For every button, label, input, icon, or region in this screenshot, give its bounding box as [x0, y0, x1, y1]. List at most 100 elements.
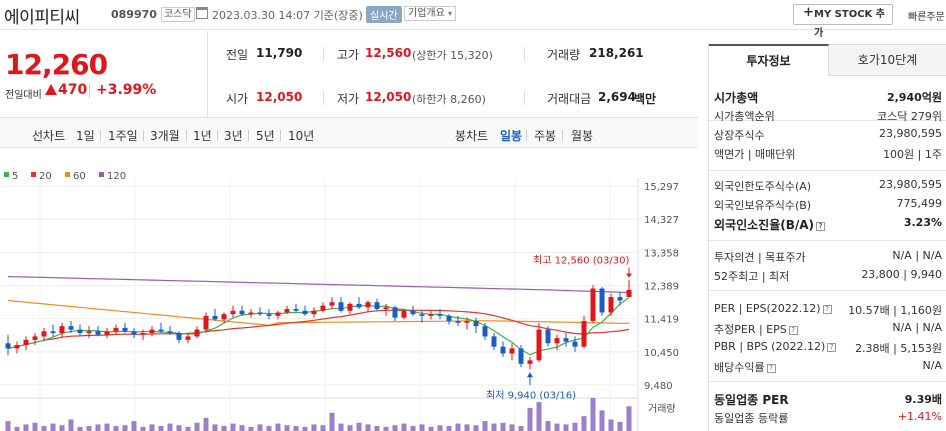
help-icon[interactable]: ?: [788, 326, 798, 335]
stock-name: 에이피티씨: [4, 8, 80, 28]
info-row-value: N/A | N/A: [892, 249, 942, 262]
add-mystock-button[interactable]: MY STOCK 추가: [793, 4, 893, 39]
volume-bar: [419, 424, 425, 431]
period-1y[interactable]: 1년: [193, 129, 212, 143]
volume-bar: [473, 425, 479, 431]
candle-body: [545, 329, 551, 344]
info-row-label-text: PBR | BPS (2022.12): [714, 340, 826, 353]
volume-bar: [302, 426, 308, 431]
legend-label: 120: [107, 171, 126, 182]
candle-body: [383, 307, 389, 310]
info-row-value: 100원 | 1주: [883, 148, 942, 161]
candle-body: [158, 329, 164, 332]
volume-bar: [311, 424, 317, 431]
legend-label: 20: [39, 171, 52, 182]
min-price-annotation: 최저 9,940 (03/16): [486, 389, 576, 401]
info-row-value: 23,800 | 9,940: [861, 268, 942, 281]
volume-bar: [545, 421, 551, 431]
change-amount: 470: [58, 82, 88, 98]
period-1w[interactable]: 1주일: [108, 129, 138, 143]
period-5y[interactable]: 5년: [256, 129, 275, 143]
y-tick-label: 11,419: [644, 315, 679, 326]
candle-body: [563, 338, 569, 342]
help-icon[interactable]: ?: [827, 343, 837, 352]
volume-bar: [518, 426, 524, 431]
stock-header: [0, 0, 946, 30]
candle-body: [104, 331, 110, 335]
legend-swatch: [31, 172, 36, 177]
period-3m[interactable]: 3개월: [150, 129, 180, 143]
candle-monthly[interactable]: 월봉: [571, 129, 594, 143]
help-icon[interactable]: ?: [766, 364, 776, 373]
max-arrow-head: [626, 273, 632, 278]
change-percent: +3.99%: [96, 82, 157, 98]
legend-swatch: [65, 172, 70, 177]
volume-bar: [239, 425, 245, 431]
volume-bar: [554, 423, 560, 431]
period-toolbar: [0, 118, 698, 148]
volume-bar: [59, 425, 65, 431]
y-tick-label: 13,358: [644, 248, 679, 259]
info-row-label: 외국인보유주식수(B): [714, 197, 811, 213]
quick-order-link[interactable]: 빠른주문: [908, 12, 945, 23]
candle-body: [338, 302, 344, 311]
volume-axis-label: 거래량: [648, 403, 676, 415]
info-row-label-text: 외국인소진율(B/A): [714, 218, 815, 232]
divider: [709, 120, 946, 121]
divider: [89, 84, 90, 98]
realtime-badge[interactable]: 실시간: [366, 6, 402, 23]
divider: [709, 240, 946, 241]
volume-bar: [320, 425, 326, 431]
candle-body: [203, 315, 209, 330]
prev-close-value: 11,790: [256, 46, 303, 60]
prev-close-label: 전일: [226, 48, 249, 62]
volume-bar: [122, 425, 128, 431]
info-row-value: 23,980,595: [879, 178, 942, 191]
volume-label: 거래량: [547, 48, 581, 62]
volume-bar: [293, 426, 299, 431]
low-value: 12,050: [365, 90, 412, 104]
price-chart[interactable]: 15,297 14,327 13,358 12,389 11,419 10,450 9,48…: [0, 150, 698, 431]
candle-body: [212, 315, 218, 320]
candle-body: [455, 321, 461, 323]
volume-bar: [455, 423, 461, 431]
candle-body: [59, 326, 65, 334]
volume-bar: [14, 426, 20, 431]
candle-body: [293, 309, 299, 311]
volume-bar: [572, 422, 578, 431]
info-row-label-text: 액면가 | 매매단위: [714, 148, 796, 161]
candle-body: [95, 331, 101, 335]
volume-bar: [212, 424, 218, 431]
info-row-value: 775,499: [896, 197, 943, 210]
help-icon[interactable]: ?: [822, 305, 832, 314]
candle-weekly[interactable]: 주봉: [534, 129, 557, 143]
tab-order-book[interactable]: 호가10단계: [829, 44, 946, 76]
period-10y[interactable]: 10년: [288, 129, 315, 143]
period-3y[interactable]: 3년: [224, 129, 243, 143]
candle-body: [284, 309, 290, 313]
volume-bar: [131, 421, 137, 431]
company-overview-label: 기업개요: [408, 8, 445, 19]
volume-bar: [356, 422, 362, 431]
info-row-label: 투자의견 | 목표주가: [714, 249, 806, 265]
info-row-value: 2,940억원: [886, 91, 942, 104]
ma5-line: [7, 297, 630, 356]
info-row-label: 외국인한도주식수(A): [714, 178, 811, 194]
price-summary: [0, 31, 208, 117]
company-overview-dropdown[interactable]: 기업개요 ▾: [404, 6, 457, 21]
info-row-value: N/A: [922, 359, 942, 372]
volume-bar: [5, 421, 11, 431]
divider: [323, 91, 324, 105]
tab-investment-info[interactable]: 투자정보: [709, 44, 829, 76]
candle-body: [581, 321, 587, 347]
volume-bar: [185, 426, 191, 431]
period-1d[interactable]: 1일: [76, 129, 95, 143]
candle-body: [419, 314, 425, 316]
candle-daily[interactable]: 일봉: [500, 129, 523, 143]
help-icon[interactable]: ?: [816, 222, 826, 231]
candle-body: [41, 331, 47, 337]
candle-body: [185, 336, 191, 340]
volume-bar: [41, 426, 47, 431]
volume-bar: [221, 426, 227, 431]
ma60-line: [7, 299, 630, 326]
